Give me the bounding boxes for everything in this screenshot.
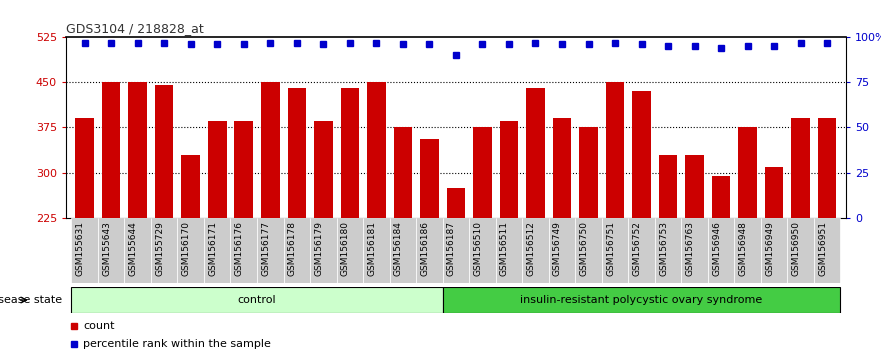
Bar — [522, 218, 549, 283]
Text: GSM156187: GSM156187 — [447, 221, 456, 276]
Bar — [788, 218, 814, 283]
Bar — [500, 121, 518, 218]
Text: GSM156171: GSM156171 — [208, 221, 218, 276]
Text: GSM156949: GSM156949 — [766, 221, 774, 276]
Bar — [341, 88, 359, 218]
Text: GSM156948: GSM156948 — [738, 221, 748, 276]
Bar — [526, 88, 544, 218]
Bar — [712, 176, 730, 218]
Bar — [394, 127, 412, 218]
Bar — [470, 218, 496, 283]
Bar — [234, 121, 253, 218]
Bar — [655, 218, 681, 283]
Bar — [416, 218, 442, 283]
Bar — [442, 287, 840, 313]
Text: GSM156184: GSM156184 — [394, 221, 403, 276]
Text: GSM155729: GSM155729 — [155, 221, 164, 276]
Bar — [155, 85, 174, 218]
Bar — [71, 287, 442, 313]
Bar — [606, 82, 625, 218]
Bar — [549, 218, 575, 283]
Bar — [814, 218, 840, 283]
Bar — [71, 218, 98, 283]
Text: GSM156186: GSM156186 — [420, 221, 429, 276]
Bar — [204, 218, 231, 283]
Text: GSM156950: GSM156950 — [792, 221, 801, 276]
Text: control: control — [238, 295, 277, 305]
Text: disease state: disease state — [0, 295, 62, 305]
Bar — [496, 218, 522, 283]
Bar — [735, 218, 761, 283]
Bar — [284, 218, 310, 283]
Bar — [738, 127, 757, 218]
Text: GDS3104 / 218828_at: GDS3104 / 218828_at — [66, 22, 204, 35]
Text: GSM156750: GSM156750 — [580, 221, 589, 276]
Text: GSM156753: GSM156753 — [659, 221, 668, 276]
Text: GSM156178: GSM156178 — [288, 221, 297, 276]
Bar — [791, 118, 810, 218]
Bar — [579, 127, 598, 218]
Bar — [447, 188, 465, 218]
Text: GSM156752: GSM156752 — [633, 221, 641, 276]
Bar — [208, 121, 226, 218]
Bar — [314, 121, 333, 218]
Bar — [310, 218, 337, 283]
Bar — [707, 218, 735, 283]
Bar — [367, 82, 386, 218]
Bar — [363, 218, 389, 283]
Bar — [389, 218, 416, 283]
Bar — [98, 218, 124, 283]
Text: GSM156177: GSM156177 — [262, 221, 270, 276]
Bar — [76, 118, 94, 218]
Bar — [337, 218, 363, 283]
Text: GSM155644: GSM155644 — [129, 221, 137, 276]
Bar — [765, 167, 783, 218]
Text: GSM156749: GSM156749 — [553, 221, 562, 276]
Text: GSM156511: GSM156511 — [500, 221, 509, 276]
Text: GSM156181: GSM156181 — [367, 221, 376, 276]
Text: GSM156179: GSM156179 — [315, 221, 323, 276]
Text: GSM156510: GSM156510 — [473, 221, 483, 276]
Bar — [473, 127, 492, 218]
Bar — [685, 154, 704, 218]
Bar — [129, 82, 147, 218]
Bar — [761, 218, 788, 283]
Bar — [659, 154, 677, 218]
Bar — [681, 218, 707, 283]
Bar — [818, 118, 836, 218]
Bar — [261, 82, 279, 218]
Bar — [628, 218, 655, 283]
Text: GSM156512: GSM156512 — [527, 221, 536, 276]
Text: percentile rank within the sample: percentile rank within the sample — [83, 339, 271, 349]
Bar — [442, 218, 470, 283]
Text: GSM155643: GSM155643 — [102, 221, 111, 276]
Bar — [124, 218, 151, 283]
Text: GSM155631: GSM155631 — [76, 221, 85, 276]
Bar — [287, 88, 306, 218]
Text: GSM156170: GSM156170 — [181, 221, 190, 276]
Bar — [552, 118, 571, 218]
Text: GSM156946: GSM156946 — [712, 221, 722, 276]
Text: GSM156180: GSM156180 — [341, 221, 350, 276]
Bar — [633, 91, 651, 218]
Bar — [177, 218, 204, 283]
Text: GSM156951: GSM156951 — [818, 221, 827, 276]
Bar — [102, 82, 121, 218]
Bar — [151, 218, 177, 283]
Bar — [575, 218, 602, 283]
Text: GSM156176: GSM156176 — [234, 221, 244, 276]
Bar — [602, 218, 628, 283]
Bar — [231, 218, 257, 283]
Bar — [420, 139, 439, 218]
Bar — [257, 218, 284, 283]
Text: count: count — [83, 320, 115, 331]
Text: insulin-resistant polycystic ovary syndrome: insulin-resistant polycystic ovary syndr… — [521, 295, 763, 305]
Bar — [181, 154, 200, 218]
Text: GSM156751: GSM156751 — [606, 221, 615, 276]
Text: GSM156763: GSM156763 — [685, 221, 694, 276]
